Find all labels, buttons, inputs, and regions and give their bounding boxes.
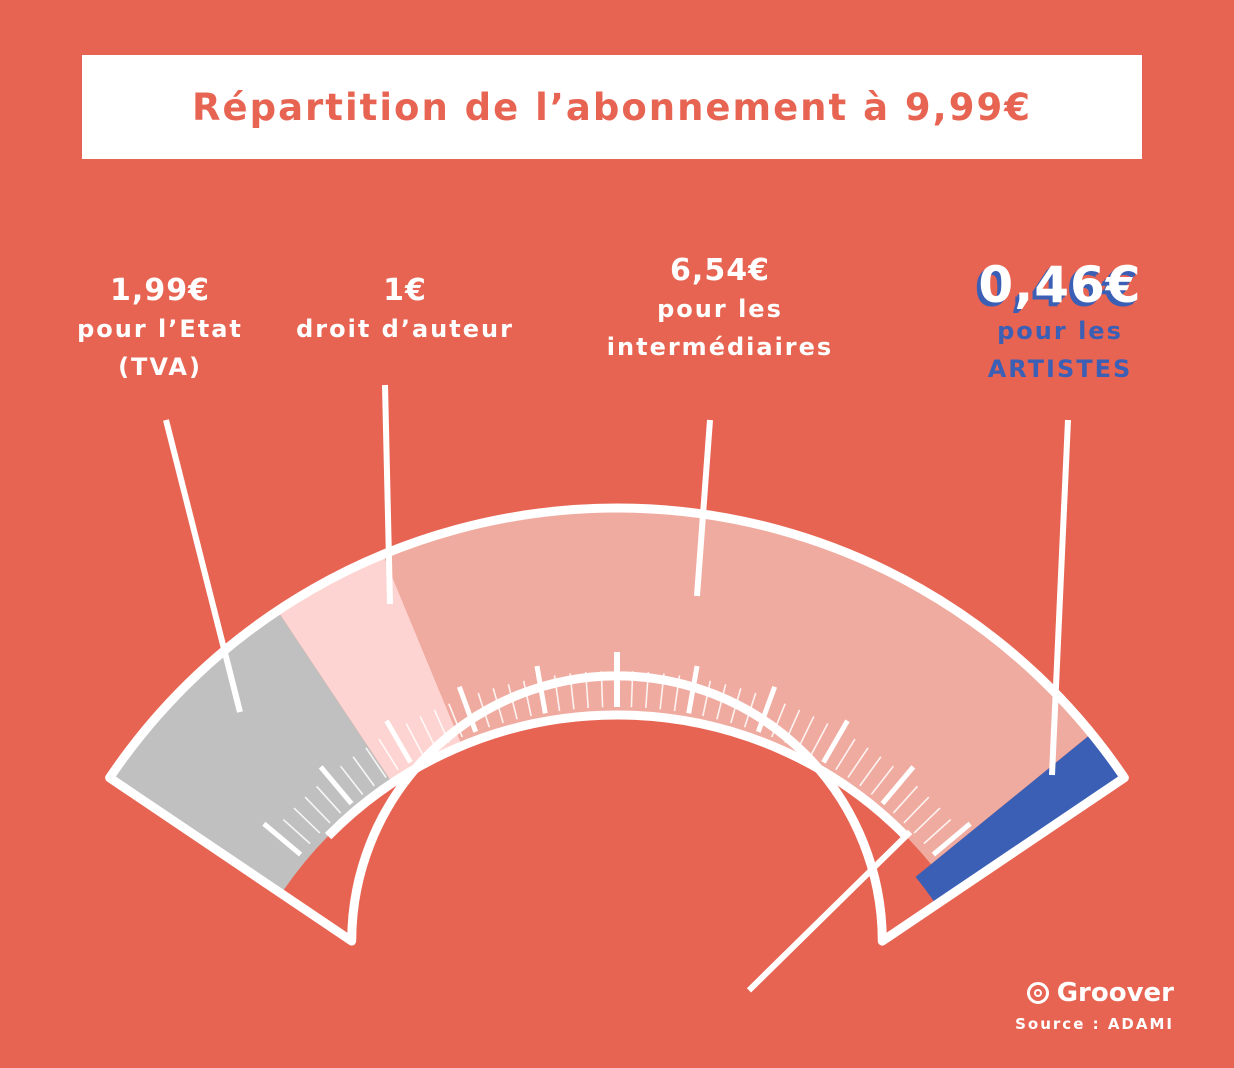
leader-line-droit-auteur (382, 384, 393, 605)
label-intermediaires: 6,54€ pour les intermédiaires (580, 252, 860, 366)
gauge-tick (702, 680, 712, 717)
desc-etat-line1: pour l’Etat (77, 315, 243, 343)
title-box: Répartition de l’abonnement à 9,99€ (82, 55, 1142, 159)
gauge-tick (923, 818, 952, 845)
groover-logo-icon (1026, 982, 1049, 1004)
gauge-tick (847, 747, 869, 779)
segment-artistes (915, 733, 1125, 905)
amount-auteur: 1€ (383, 273, 427, 308)
gauge-tick (859, 756, 882, 787)
gauge-needle (746, 829, 913, 993)
gauge-tick (835, 738, 856, 771)
amount-etat: 1,99€ (110, 273, 210, 308)
gauge-tick (797, 716, 815, 750)
gauge-tick (318, 765, 354, 806)
label-auteur: 1€ droit d’auteur (275, 272, 535, 348)
amount-artistes: 0,46€ (978, 256, 1142, 314)
gauge-tick (282, 818, 311, 845)
gauge-outline (105, 503, 1129, 946)
gauge-tick (339, 765, 364, 796)
brand-name: Groover (1056, 978, 1174, 1008)
gauge-tick (821, 719, 850, 764)
gauge-tick (384, 719, 413, 764)
desc-intermediaires-line2: intermédiaires (606, 333, 834, 361)
gauge-tick (755, 685, 778, 733)
desc-intermediaires-line1: pour les (657, 295, 783, 323)
gauge-tick (870, 765, 895, 796)
leader-line-artistes (1049, 419, 1071, 776)
source-note: Source : ADAMI (1015, 1015, 1174, 1033)
gauge-tick (262, 821, 303, 857)
segment-droit-auteur (277, 554, 463, 784)
gauge-tick (365, 747, 387, 779)
desc-artistes-line1: pour les (997, 317, 1123, 345)
gauge-inner-arc (324, 710, 910, 840)
gauge-tick (378, 738, 399, 771)
gauge-tick (810, 723, 829, 756)
gauge-tick (880, 765, 916, 806)
desc-etat-line2: (TVA) (118, 353, 202, 381)
leader-line-intermediaires (694, 419, 713, 597)
gauge-tick (456, 685, 479, 733)
segment-intermediaires (383, 508, 1092, 865)
label-etat: 1,99€ pour l’Etat (TVA) (40, 272, 280, 386)
amount-intermediaires: 6,54€ (670, 253, 770, 288)
gauge-tick (903, 796, 930, 824)
gauge-tick (931, 821, 972, 857)
chart-title: Répartition de l’abonnement à 9,99€ (192, 85, 1032, 129)
gauge-tick (304, 796, 331, 824)
gauge-tick (522, 680, 532, 717)
gauge-tick (352, 756, 375, 787)
desc-artistes-line2: ARTISTES (987, 355, 1133, 383)
desc-auteur-line1: droit d’auteur (296, 315, 514, 343)
gauge-tick (405, 723, 424, 756)
gauge-tick (892, 785, 919, 814)
gauge-tick (419, 716, 437, 750)
gauge-tick (913, 807, 941, 834)
leader-line-etat (163, 419, 243, 713)
gauge-tick (315, 785, 342, 814)
brand: Groover (1026, 978, 1174, 1008)
label-artistes: 0,46€ pour les ARTISTES (930, 258, 1190, 388)
gauge-tick (293, 807, 321, 834)
